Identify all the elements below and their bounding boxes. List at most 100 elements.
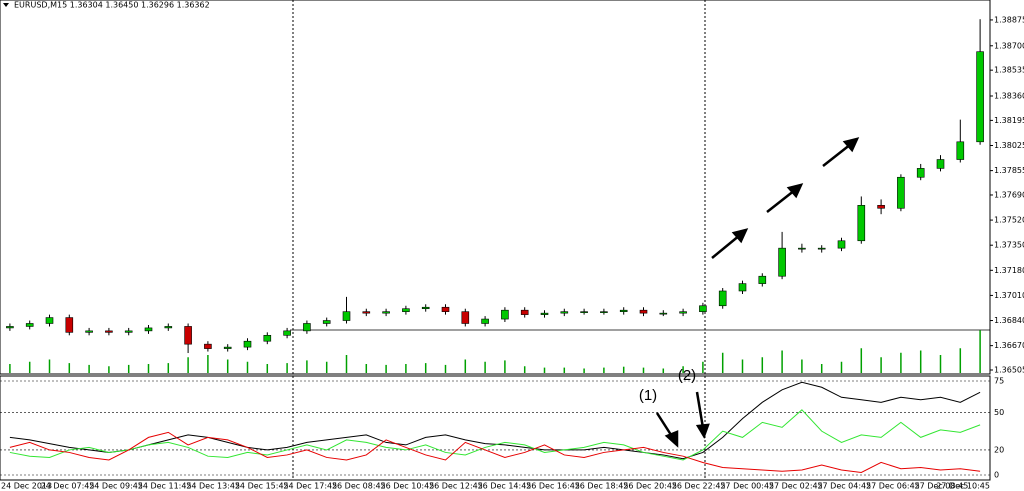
- x-tick-label: 26 Dec 14:45: [478, 482, 532, 491]
- main-panel: [0, 0, 991, 375]
- candle-body: [916, 168, 925, 178]
- candle-body: [976, 51, 984, 143]
- x-tick-label: 26 Dec 20:45: [623, 482, 677, 491]
- indicator-line: [9, 409, 981, 461]
- candle-body: [738, 283, 747, 292]
- candle-body: [85, 330, 93, 333]
- menu-triangle[interactable]: [3, 3, 9, 7]
- y-tick-label: 1.38875: [994, 15, 1024, 24]
- candle-body: [758, 275, 767, 284]
- candle-body: [223, 346, 232, 349]
- x-tick-label: 27 Dec 10:45: [936, 482, 990, 491]
- candle-body: [441, 306, 450, 312]
- candle-body: [461, 311, 470, 324]
- x-tick-label: 24 Dec 09:45: [89, 482, 143, 491]
- y-tick-label: 1.37690: [994, 190, 1024, 199]
- indicator-line: [9, 381, 981, 460]
- candle-body: [362, 311, 371, 314]
- candle-body: [283, 330, 291, 336]
- y-tick-label: 1.36670: [994, 341, 1024, 350]
- x-tick-label: 27 Dec 06:45: [866, 482, 920, 491]
- candle-body: [679, 311, 687, 314]
- candle-body: [877, 205, 885, 209]
- candle-body: [25, 323, 34, 327]
- candle-body: [817, 247, 826, 250]
- candle-body: [402, 308, 410, 312]
- candle-body: [718, 290, 727, 307]
- y-tick-label: 1.38700: [994, 41, 1024, 50]
- y-tick-label: 1.37520: [994, 216, 1024, 225]
- x-tick-label: 26 Dec 08:45: [332, 482, 386, 491]
- candle-body: [897, 176, 905, 209]
- y-tick-label: 1.38025: [994, 141, 1024, 150]
- y-tick-label: 1.37010: [994, 291, 1024, 300]
- y-tick-label: 1.38535: [994, 66, 1024, 75]
- candle-body: [124, 330, 133, 333]
- x-tick-label: 26 Dec 10:45: [380, 482, 434, 491]
- candle-body: [857, 205, 866, 242]
- candle-body: [105, 330, 113, 333]
- x-tick-label: 27 Dec 04:45: [817, 482, 871, 491]
- candle-body: [322, 320, 331, 324]
- y-tick-label: 20: [994, 445, 1004, 454]
- x-tick-label: 27 Dec 08:45: [915, 482, 969, 491]
- x-tick-label: 24 Dec 11:45: [138, 482, 192, 491]
- candle-body: [342, 311, 351, 321]
- y-tick-label: 1.37350: [994, 241, 1024, 250]
- annotation: (2): [678, 367, 696, 384]
- candle-body: [45, 317, 54, 324]
- candle-body: [560, 311, 569, 314]
- candle-body: [659, 312, 668, 315]
- annotation: (1): [639, 387, 657, 404]
- candle-body: [65, 317, 74, 333]
- y-tick-label: 1.37180: [994, 266, 1024, 275]
- candle-body: [164, 326, 173, 329]
- x-tick-label: 24 Dec 15:45: [235, 482, 289, 491]
- candle-body: [303, 323, 311, 332]
- candle-body: [798, 247, 806, 250]
- x-tick-label: 27 Dec 00:45: [720, 482, 774, 491]
- candle-body: [520, 309, 529, 315]
- y-tick-label: 1.38360: [994, 92, 1024, 101]
- candle-body: [481, 318, 489, 324]
- y-tick-label: 1.36840: [994, 316, 1024, 325]
- candle-body: [600, 311, 608, 313]
- candle-body: [837, 240, 846, 249]
- y-tick-label: 75: [994, 377, 1004, 386]
- candle-body: [956, 141, 965, 160]
- candle-body: [184, 326, 192, 345]
- candle-body: [204, 343, 212, 349]
- candle-body: [382, 311, 390, 314]
- candle-body: [936, 159, 945, 169]
- x-tick-label: 26 Dec 16:45: [526, 482, 580, 491]
- candle-body: [501, 309, 509, 320]
- y-tick-label: 1.37855: [994, 166, 1024, 175]
- candle-body: [6, 326, 14, 329]
- x-tick-label: 26 Dec 18:45: [575, 482, 629, 491]
- y-tick-label: 50: [994, 408, 1004, 417]
- candle-body: [263, 335, 272, 342]
- candle-body: [243, 340, 252, 348]
- x-tick-label: 24 Dec 2013: [1, 482, 52, 491]
- candle-body: [619, 309, 628, 312]
- trend-arrows: [655, 137, 860, 448]
- candle-body: [421, 306, 430, 310]
- candle-body: [580, 311, 588, 313]
- indicator-panel: [0, 375, 991, 481]
- chart-header: EURUSD,M15 1.36304 1.36450 1.36296 1.363…: [14, 1, 210, 10]
- candle-body: [639, 309, 648, 314]
- y-tick-label: 1.36505: [994, 366, 1024, 375]
- x-tick-label: 27 Dec 02:45: [769, 482, 823, 491]
- candle-body: [540, 312, 549, 315]
- x-tick-label: 26 Dec 12:45: [429, 482, 483, 491]
- candle-body: [144, 327, 153, 332]
- x-tick-label: 24 Dec 17:45: [283, 482, 337, 491]
- x-tick-label: 24 Dec 13:45: [186, 482, 240, 491]
- candle-body: [699, 305, 707, 312]
- y-tick-label: 1.38195: [994, 116, 1024, 125]
- candle-body: [778, 247, 786, 277]
- indicator-line: [9, 431, 981, 473]
- x-tick-label: 26 Dec 22:45: [672, 482, 726, 491]
- x-tick-label: 24 Dec 07:45: [41, 482, 95, 491]
